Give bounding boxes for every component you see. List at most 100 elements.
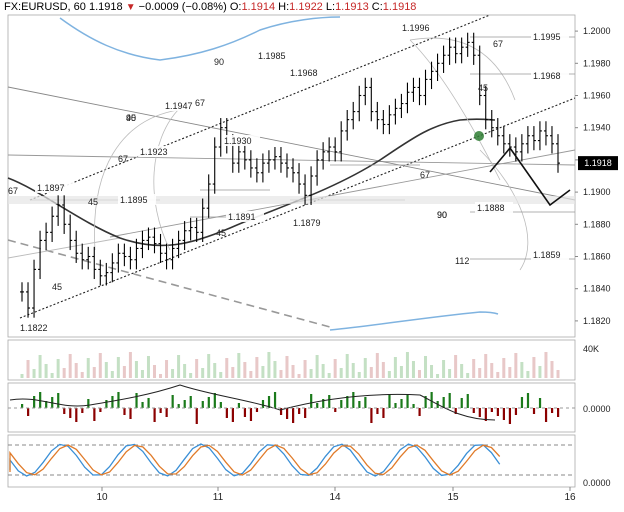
volume-bar: [393, 357, 397, 378]
level-label-bg: [291, 217, 329, 228]
volume-bar: [291, 365, 295, 378]
level-label-bg: [531, 249, 569, 260]
x-tick-label: 15: [447, 492, 459, 503]
volume-bar: [92, 367, 96, 378]
macd-histogram-bar: [69, 408, 72, 418]
macd-histogram-bar: [219, 402, 222, 408]
volume-bar: [466, 373, 470, 378]
macd-histogram-bar: [231, 408, 234, 422]
volume-bar: [375, 353, 379, 378]
level-label-bg: [118, 194, 156, 205]
volume-bar: [363, 358, 367, 378]
macd-histogram-bar: [322, 399, 325, 408]
macd-histogram-bar: [316, 403, 319, 408]
macd-histogram-bar: [285, 408, 289, 419]
macd-histogram-bar: [352, 392, 355, 408]
trend-line: [7, 237, 121, 259]
level-label-bg: [138, 146, 176, 157]
upper-band-curve: [59, 16, 341, 61]
macd-histogram-bar: [249, 408, 253, 421]
macd-axis-label: 0.0000: [583, 404, 611, 414]
macd-histogram-bar: [225, 408, 228, 418]
volume-bar: [86, 358, 90, 378]
macd-histogram-bar: [376, 408, 379, 414]
trend-line: [109, 149, 576, 238]
low-value: 1.1913: [335, 1, 369, 13]
macd-histogram-bar: [478, 408, 481, 417]
macd-histogram-bar: [267, 396, 271, 408]
volume-bar: [417, 370, 421, 378]
down-arrow-icon: ▼: [125, 2, 136, 13]
volume-bar: [225, 358, 229, 378]
volume-bar: [213, 363, 217, 378]
level-label: 1.1879: [293, 218, 321, 228]
change-value: −0.0009 (−0.08%): [138, 1, 227, 13]
angle-label: 67: [8, 186, 18, 196]
macd-histogram-bar: [406, 395, 409, 408]
volume-bar: [550, 361, 554, 378]
volume-bar: [387, 371, 391, 378]
volume-bar: [98, 353, 102, 378]
macd-histogram-bar: [21, 404, 24, 408]
level-label: 1.1968: [533, 71, 561, 81]
x-tick-label: 16: [564, 492, 576, 503]
volume-bar: [399, 366, 403, 378]
volume-bar: [369, 367, 373, 378]
angle-label: 45: [52, 282, 62, 292]
level-label: 1.1822: [20, 323, 48, 333]
macd-histogram-bar: [358, 401, 361, 408]
open-value: 1.1914: [241, 1, 276, 13]
macd-histogram-bar: [255, 408, 259, 412]
volume-bar: [122, 366, 126, 378]
level-label: 1.1859: [533, 250, 561, 260]
volume-bar: [134, 361, 138, 378]
volume-bar: [442, 360, 446, 378]
high-label: H:: [278, 1, 290, 13]
volume-bar: [430, 365, 434, 378]
volume-bar: [159, 374, 163, 378]
angle-label: 67: [118, 154, 128, 164]
close-label: C:: [371, 1, 383, 13]
volume-pane-frame: [7, 339, 576, 381]
volume-bar: [195, 359, 199, 378]
symbol-label[interactable]: FX:EURUSD, 60: [4, 1, 86, 13]
current-price-marker: [578, 156, 618, 171]
y-tick-label: 1.1880: [583, 219, 611, 229]
level-label: 1.1968: [290, 68, 318, 78]
macd-histogram-bar: [418, 408, 421, 416]
macd-histogram-bar: [490, 408, 493, 412]
volume-bar: [68, 354, 72, 378]
volume-bar: [104, 362, 108, 378]
trend-line: [7, 86, 576, 201]
volume-bar: [526, 371, 530, 378]
macd-histogram-bar: [207, 397, 210, 408]
volume-bar: [285, 356, 289, 378]
volume-bar: [339, 368, 343, 378]
volume-bar: [478, 368, 482, 378]
level-label-bg: [163, 100, 201, 111]
macd-histogram-bar: [370, 408, 373, 423]
macd-histogram-bar: [87, 399, 90, 408]
macd-histogram-bar: [346, 396, 349, 408]
volume-bar: [177, 355, 181, 378]
volume-bar: [448, 369, 452, 378]
volume-bar: [514, 353, 518, 378]
macd-histogram-bar: [394, 403, 397, 408]
macd-histogram-bar: [63, 408, 66, 414]
macd-histogram-bar: [388, 394, 391, 408]
macd-histogram-bar: [526, 393, 530, 408]
macd-histogram-bar: [135, 393, 138, 408]
macd-histogram-bar: [442, 397, 445, 408]
low-label: L:: [325, 1, 336, 13]
angle-label: 90: [214, 57, 224, 67]
macd-histogram-bar: [472, 408, 475, 413]
y-tick-label: 1.1820: [583, 316, 611, 326]
macd-histogram-bar: [340, 400, 343, 408]
macd-histogram-bar: [141, 402, 144, 408]
y-tick-label: 1.1840: [583, 284, 611, 294]
volume-bar: [189, 373, 193, 378]
level-label: 1.1897: [37, 183, 65, 193]
level-label: 1.1891: [228, 212, 256, 222]
volume-bar: [116, 357, 120, 378]
